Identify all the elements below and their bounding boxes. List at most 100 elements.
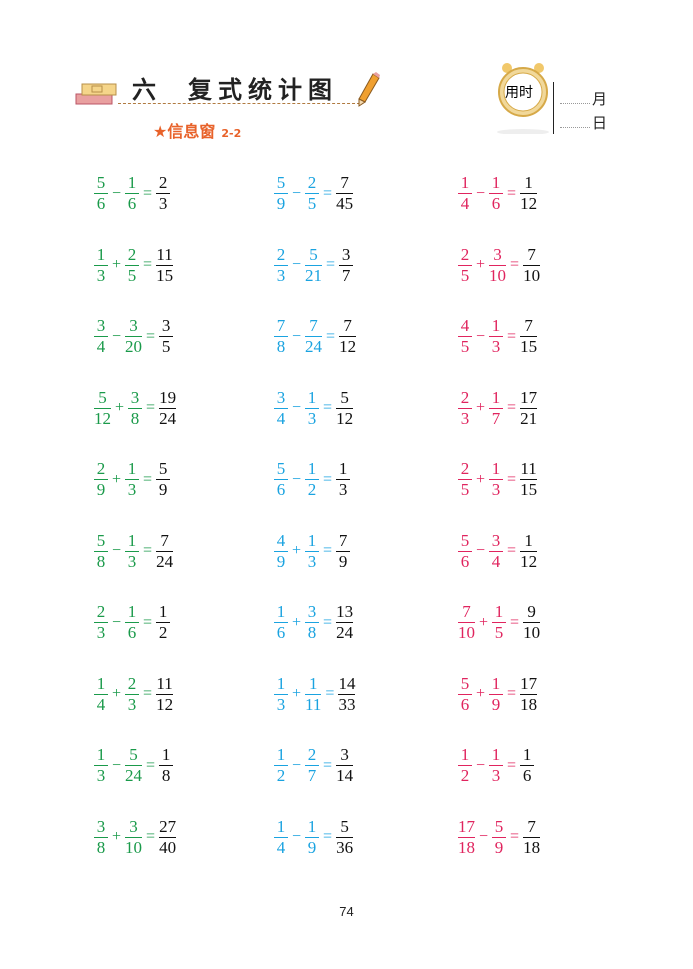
fraction-bar <box>339 264 354 266</box>
numerator: 3 <box>96 316 106 335</box>
operator: + <box>112 256 122 273</box>
fraction-bar <box>305 407 320 409</box>
answer-fraction: 7 18 <box>522 817 541 857</box>
answer-fraction: 7 10 <box>522 245 541 285</box>
operator: + <box>292 613 302 631</box>
day-field[interactable]: 日 <box>560 112 607 133</box>
fraction-bar <box>125 264 140 266</box>
operator: − <box>479 828 489 845</box>
operator: + <box>476 470 486 488</box>
date-divider <box>553 82 554 134</box>
denominator: 3 <box>96 623 106 642</box>
equation: 1 3−5 24 = 1 8 <box>93 746 174 785</box>
numerator: 3 <box>340 745 349 764</box>
fraction-bar <box>305 622 320 623</box>
operator: + <box>476 256 486 273</box>
fraction-bar <box>458 479 472 480</box>
numerator: 2 <box>127 673 137 693</box>
numerator: 1 <box>127 530 137 550</box>
numerator: 5 <box>276 173 286 192</box>
fraction-bar <box>159 836 177 838</box>
equals-sign: = <box>326 327 336 345</box>
denominator: 9 <box>307 837 317 857</box>
fraction-bar <box>274 193 288 194</box>
equation: 2 5 +3 10 = 7 10 <box>457 245 541 285</box>
operator: − <box>292 828 302 845</box>
denominator: 5 <box>127 265 137 285</box>
denominator: 20 <box>125 337 143 356</box>
operator: − <box>112 184 122 202</box>
answer-fraction: 17 21 <box>519 388 538 428</box>
equals-sign: = <box>507 756 517 774</box>
numerator: 13 <box>336 602 354 621</box>
fraction-bar <box>94 836 108 838</box>
fraction-bar <box>274 550 288 552</box>
fraction-bar <box>520 550 538 552</box>
denominator: 6 <box>127 623 137 642</box>
fraction-bar <box>125 479 140 480</box>
operator: + <box>292 685 302 702</box>
month-field[interactable]: 月 <box>560 88 607 109</box>
equals-sign: = <box>323 542 333 559</box>
denominator: 4 <box>96 337 106 356</box>
denominator: 6 <box>491 194 501 213</box>
numerator: 1 <box>524 173 533 192</box>
numerator: 11 <box>520 459 537 478</box>
fraction-bar <box>520 407 538 409</box>
equals-sign: = <box>143 685 153 702</box>
denominator: 3 <box>307 408 317 428</box>
equals-sign: = <box>323 399 333 416</box>
numerator: 1 <box>491 387 501 407</box>
answer-fraction: 11 12 <box>155 674 174 714</box>
denominator: 2 <box>158 623 168 642</box>
denominator: 5 <box>161 337 171 356</box>
numerator: 1 <box>491 316 501 335</box>
fraction-bar <box>274 693 288 695</box>
equals-sign: = <box>143 470 153 488</box>
denominator: 6 <box>460 694 470 714</box>
fraction-bar <box>125 765 143 766</box>
numerator: 2 <box>96 602 106 621</box>
operator: + <box>115 399 125 416</box>
denominator: 2 <box>307 480 317 499</box>
numerator: 3 <box>129 316 138 335</box>
denominator: 3 <box>491 480 501 499</box>
numerator: 2 <box>307 173 317 192</box>
fraction-bar <box>458 550 472 552</box>
answer-fraction: 3 14 <box>335 746 354 785</box>
denominator: 21 <box>305 265 323 285</box>
fraction-bar <box>94 550 108 552</box>
star-icon: ★ <box>153 122 168 141</box>
numerator: 1 <box>127 602 137 621</box>
denominator: 8 <box>96 551 106 571</box>
fraction-bar <box>458 765 472 766</box>
answer-fraction: 7 24 <box>155 531 174 571</box>
fraction-bar <box>305 836 320 838</box>
operator: − <box>112 327 122 345</box>
denominator: 3 <box>127 694 137 714</box>
fraction-bar <box>128 407 143 409</box>
fraction-bar <box>458 836 475 838</box>
fraction-bar <box>156 264 174 266</box>
numerator: 5 <box>129 745 138 764</box>
equation: 3 4−1 3 = 5 12 <box>273 388 354 428</box>
equals-sign: = <box>325 685 335 702</box>
fraction-bar <box>458 193 472 194</box>
operand-fraction: 1 11 <box>304 674 322 714</box>
denominator: 14 <box>336 766 354 785</box>
equation: 1 4−1 9 = 5 36 <box>273 816 354 857</box>
operator: − <box>292 327 302 345</box>
numerator: 1 <box>276 673 286 693</box>
answer-fraction: 17 18 <box>519 674 538 714</box>
numerator: 1 <box>276 816 286 836</box>
